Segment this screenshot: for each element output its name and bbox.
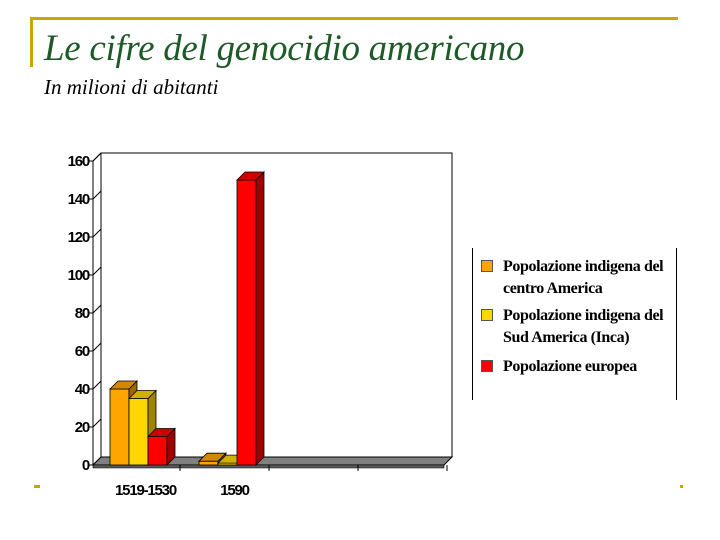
y-tick-diagonal: [92, 266, 102, 276]
bar-top-1519-1530-series-2: [128, 390, 157, 399]
bar-top-1519-1530-series-1: [109, 380, 138, 390]
y-tick-diagonal: [92, 418, 102, 428]
bar-side-1590-series-3: [255, 171, 265, 466]
slide-subtitle: In milioni di abitanti: [44, 75, 219, 99]
y-tick-diagonal: [92, 152, 102, 162]
y-tick-label: 40: [75, 381, 90, 398]
x-category-label: 1590: [220, 482, 249, 499]
legend-label-sud-america: Popolazione indigena del Sud America (In…: [503, 307, 664, 346]
bar-top-1519-1530-series-3: [147, 428, 176, 437]
y-tick-diagonal: [92, 380, 102, 390]
bar-top-1590-series-1: [198, 452, 227, 462]
legend-swatch-centro-america: [481, 260, 493, 272]
legend-swatch-europea: [481, 360, 493, 372]
y-tick-label: 140: [68, 191, 90, 208]
y-tick-diagonal: [92, 228, 102, 238]
legend-swatch-sud-america: [481, 309, 493, 321]
bar-1519-1530-series-1: [109, 388, 130, 466]
y-tick-label: 120: [68, 229, 90, 246]
x-category-label: 1519-1530: [115, 482, 177, 499]
y-tick-diagonal: [92, 342, 102, 352]
legend-label-centro-america: Popolazione indigena del centro America: [503, 258, 664, 297]
slide-title: Le cifre del genocidio americano: [44, 28, 525, 69]
bar-1590-series-1: [198, 460, 219, 466]
bar-1590-series-3: [236, 179, 257, 466]
y-tick-label: 100: [68, 267, 90, 284]
y-tick-label: 160: [68, 153, 90, 170]
y-tick-label: 20: [75, 419, 90, 436]
bar-1519-1530-series-2: [128, 398, 149, 466]
frame-left-line: [30, 17, 33, 67]
frame-bottom-right-mark: [680, 485, 683, 488]
y-tick-diagonal: [92, 190, 102, 200]
frame-bottom-left-mark: [34, 485, 40, 488]
bar-top-1590-series-3: [236, 171, 265, 181]
bar-1519-1530-series-3: [147, 436, 168, 466]
legend-label-europea: Popolazione europea: [503, 358, 637, 375]
frame-top-line: [30, 17, 678, 20]
chart-legend: Popolazione indigena del centro America …: [472, 248, 677, 400]
y-tick-label: 60: [75, 343, 90, 360]
y-tick-label: 80: [75, 305, 90, 322]
y-tick-label: 0: [82, 457, 90, 474]
y-tick-diagonal: [92, 304, 102, 314]
